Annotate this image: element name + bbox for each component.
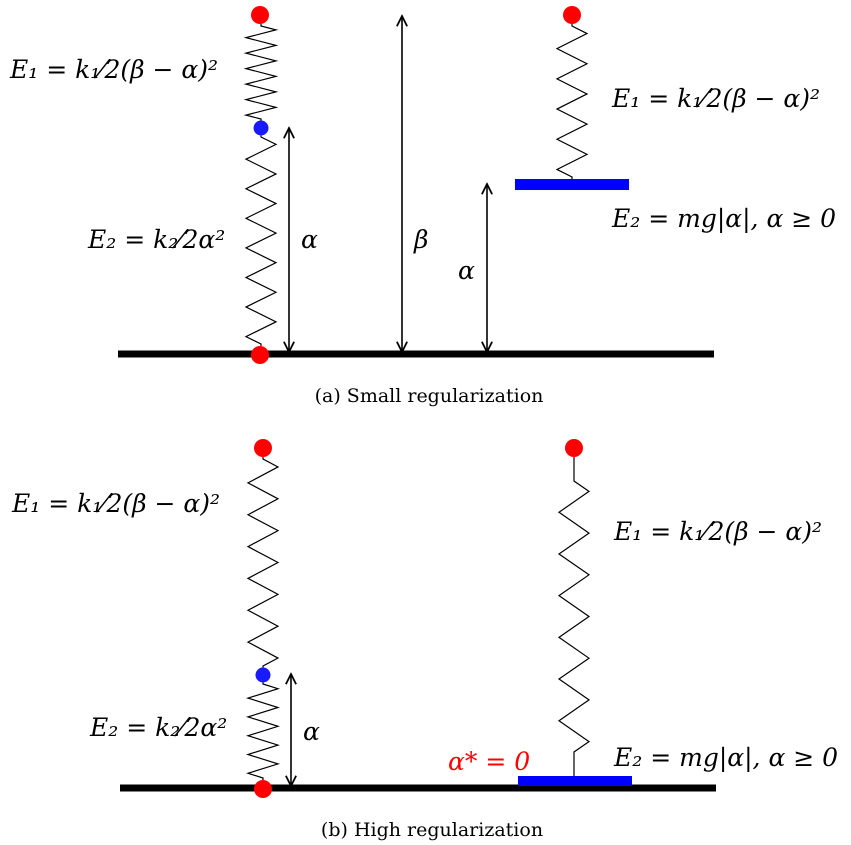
fixed-point-top-a-right [563,6,581,24]
fixed-point-bottom-a-left [251,346,269,364]
e1-formula-a-left: E₁ = k₁⁄2(β − α)² [9,55,218,84]
fixed-point-top-b-right [565,439,583,457]
alpha-label-a-right: α [458,256,475,285]
fixed-point-top-a-left [251,6,269,24]
caption-b: (b) High regularization [321,819,543,841]
e2-formula-b-left: E₂ = k₂⁄2α² [89,713,227,742]
e1-formula-a-right: E₁ = k₁⁄2(β − α)² [611,84,820,113]
e2-formula-a-right: E₂ = mg|α|, α ≥ 0 [611,204,836,234]
movable-point-a [253,120,269,136]
spring-a-upper [243,24,279,121]
spring-b-right [557,457,591,776]
mass-plate-b [518,776,632,786]
alpha-star-label-b: α* = 0 [448,747,530,776]
alpha-label-a-left: α [301,225,318,254]
spring-b-lower [245,682,281,780]
e1-formula-b-right: E₁ = k₁⁄2(β − α)² [613,517,822,546]
fixed-point-bottom-b-left [254,780,272,798]
spring-a-lower [244,135,278,346]
spring-a-right [555,24,589,179]
e2-formula-a-left: E₂ = k₂⁄2α² [87,225,225,254]
mass-plate-a [515,179,629,190]
e1-formula-b-left: E₁ = k₁⁄2(β − α)² [11,489,220,518]
panel-a: E₁ = k₁⁄2(β − α)² E₂ = k₂⁄2α² α β α E₁ =… [9,6,836,407]
beta-label-a: β [413,225,428,254]
caption-a: (a) Small regularization [315,385,544,407]
alpha-label-b: α [303,717,320,746]
fixed-point-top-b-left [254,439,272,457]
panel-b: E₁ = k₁⁄2(β − α)² E₂ = k₂⁄2α² α E₁ = k₁⁄… [11,439,838,841]
spring-b-upper [246,457,280,668]
e2-formula-b-right: E₂ = mg|α|, α ≥ 0 [613,743,838,773]
movable-point-b [255,667,271,683]
